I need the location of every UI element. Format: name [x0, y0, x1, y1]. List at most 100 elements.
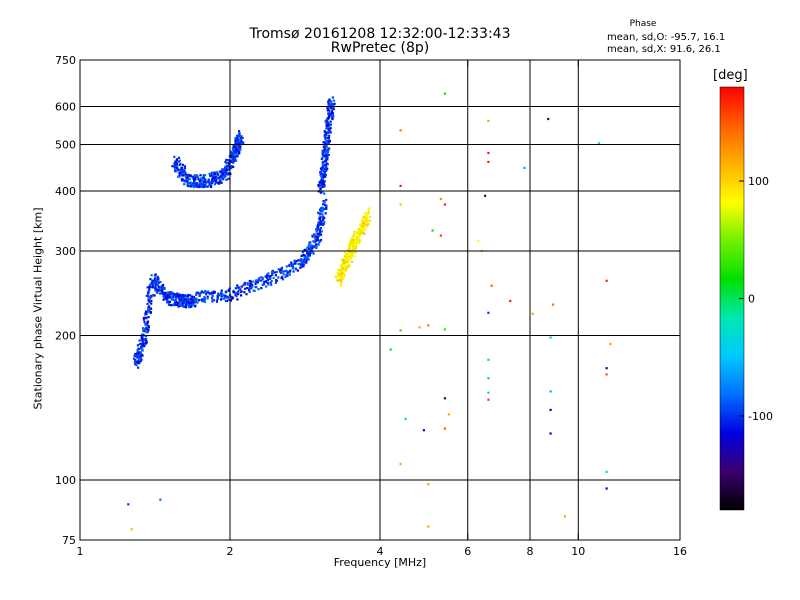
trace-point: [206, 295, 209, 298]
scatter-point: [418, 326, 421, 329]
trace-point: [155, 281, 158, 284]
trace-point: [206, 291, 209, 294]
trace-point: [321, 206, 324, 209]
trace-point: [141, 340, 145, 343]
trace-point: [160, 289, 163, 292]
trace-point: [160, 286, 163, 289]
trace-point: [234, 287, 237, 290]
trace-point: [203, 180, 206, 183]
trace-point: [340, 283, 343, 286]
trace-point: [239, 148, 242, 151]
y-tick-label: 400: [55, 185, 76, 198]
trace-point: [181, 295, 184, 298]
trace-point: [236, 286, 239, 289]
trace-point: [132, 357, 136, 360]
y-axis-label: Stationary phase Virtual Height [km]: [31, 207, 45, 410]
trace-point: [236, 284, 239, 287]
trace-point: [206, 180, 209, 183]
trace-point: [232, 157, 235, 160]
trace-point: [350, 249, 353, 252]
trace-point: [247, 283, 250, 286]
trace-point: [230, 167, 233, 170]
trace-point: [319, 182, 322, 185]
trace-point: [319, 227, 322, 230]
trace-point: [358, 240, 361, 243]
trace-point: [301, 251, 305, 254]
trace-point: [267, 283, 270, 286]
trace-point: [221, 173, 224, 176]
trace-point: [223, 171, 226, 174]
trace-point: [141, 349, 144, 352]
trace-point: [359, 229, 362, 233]
trace-point: [181, 297, 184, 300]
trace-point: [166, 291, 169, 294]
trace-point: [343, 274, 346, 277]
scatter-point: [443, 427, 446, 430]
scatter-point: [509, 299, 512, 303]
scatter-point: [431, 229, 434, 232]
trace-point: [305, 248, 308, 251]
trace-point: [182, 169, 185, 172]
trace-point: [231, 155, 234, 158]
trace-point: [320, 207, 323, 210]
trace-point: [234, 148, 238, 151]
trace-point: [299, 266, 302, 269]
trace-point: [173, 155, 176, 158]
trace-point: [326, 131, 329, 134]
trace-point: [191, 300, 194, 303]
trace-point: [216, 297, 219, 300]
trace-point: [356, 235, 359, 238]
trace-point: [186, 183, 189, 186]
trace-point: [167, 294, 170, 297]
trace-point: [196, 175, 199, 178]
trace-point: [317, 221, 320, 224]
trace-point: [274, 274, 277, 277]
trace-point: [294, 268, 298, 271]
trace-point: [316, 233, 319, 236]
trace-point: [299, 264, 302, 267]
trace-point: [321, 168, 324, 171]
trace-point: [182, 305, 185, 308]
trace-point: [171, 298, 174, 301]
trace-point: [135, 354, 138, 357]
trace-point: [201, 179, 204, 182]
trace-point: [201, 183, 204, 186]
trace-point: [178, 304, 181, 307]
trace-point: [157, 281, 160, 284]
trace-point: [324, 157, 328, 160]
trace-point: [175, 301, 178, 304]
trace-point: [184, 294, 187, 297]
trace-point: [332, 99, 336, 102]
trace-point: [324, 163, 327, 166]
trace-point: [353, 254, 356, 258]
trace-point: [365, 215, 368, 218]
trace-point: [361, 217, 364, 220]
x-tick-label: 4: [377, 545, 384, 558]
trace-point: [361, 228, 364, 231]
trace-point: [288, 264, 291, 267]
trace-point: [184, 175, 187, 178]
trace-point: [299, 259, 302, 262]
trace-point: [325, 119, 328, 123]
trace-point: [270, 283, 273, 286]
scatter-point: [490, 284, 493, 287]
trace-point: [179, 162, 182, 165]
trace-point: [354, 251, 357, 254]
trace-point: [213, 171, 216, 174]
trace-point: [315, 246, 318, 249]
trace-point: [145, 340, 148, 343]
trace-point: [233, 146, 236, 149]
trace-point: [217, 182, 220, 185]
trace-point: [227, 159, 230, 162]
trace-point: [168, 301, 171, 304]
trace-point: [180, 303, 183, 306]
trace-point: [193, 183, 196, 186]
trace-point: [300, 263, 303, 266]
trace-point: [178, 174, 181, 177]
colorbar-tick-label: 100: [748, 175, 769, 188]
trace-point: [351, 236, 354, 239]
scatter-point: [487, 311, 490, 314]
trace-point: [362, 215, 365, 218]
trace-point: [160, 292, 163, 295]
trace-point: [310, 244, 313, 247]
